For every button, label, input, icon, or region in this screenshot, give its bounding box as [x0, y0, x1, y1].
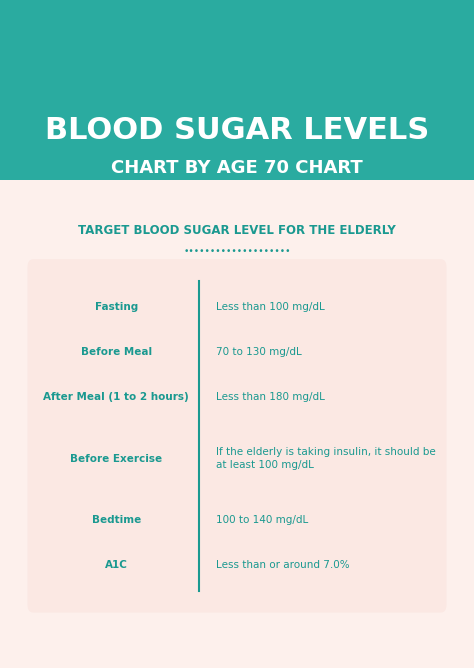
Text: Bedtime: Bedtime — [91, 515, 141, 525]
Text: Before Meal: Before Meal — [81, 347, 152, 357]
Text: Less than 100 mg/dL: Less than 100 mg/dL — [216, 301, 324, 311]
FancyBboxPatch shape — [27, 259, 447, 613]
Text: A1C: A1C — [105, 560, 128, 570]
Text: If the elderly is taking insulin, it should be
at least 100 mg/dL: If the elderly is taking insulin, it sho… — [216, 447, 436, 470]
Bar — [0, 0, 474, 180]
Text: TARGET BLOOD SUGAR LEVEL FOR THE ELDERLY: TARGET BLOOD SUGAR LEVEL FOR THE ELDERLY — [78, 224, 396, 237]
Text: After Meal (1 to 2 hours): After Meal (1 to 2 hours) — [43, 392, 189, 402]
Text: BLOOD SUGAR LEVELS: BLOOD SUGAR LEVELS — [45, 116, 429, 145]
Text: 100 to 140 mg/dL: 100 to 140 mg/dL — [216, 515, 308, 525]
Text: ••••••••••••••••••••: •••••••••••••••••••• — [183, 246, 291, 256]
Text: Less than 180 mg/dL: Less than 180 mg/dL — [216, 392, 325, 402]
Text: CHART BY AGE 70 CHART: CHART BY AGE 70 CHART — [111, 160, 363, 177]
Text: Before Exercise: Before Exercise — [70, 454, 162, 464]
Text: Less than or around 7.0%: Less than or around 7.0% — [216, 560, 349, 570]
Text: 70 to 130 mg/dL: 70 to 130 mg/dL — [216, 347, 301, 357]
Text: Fasting: Fasting — [94, 301, 138, 311]
